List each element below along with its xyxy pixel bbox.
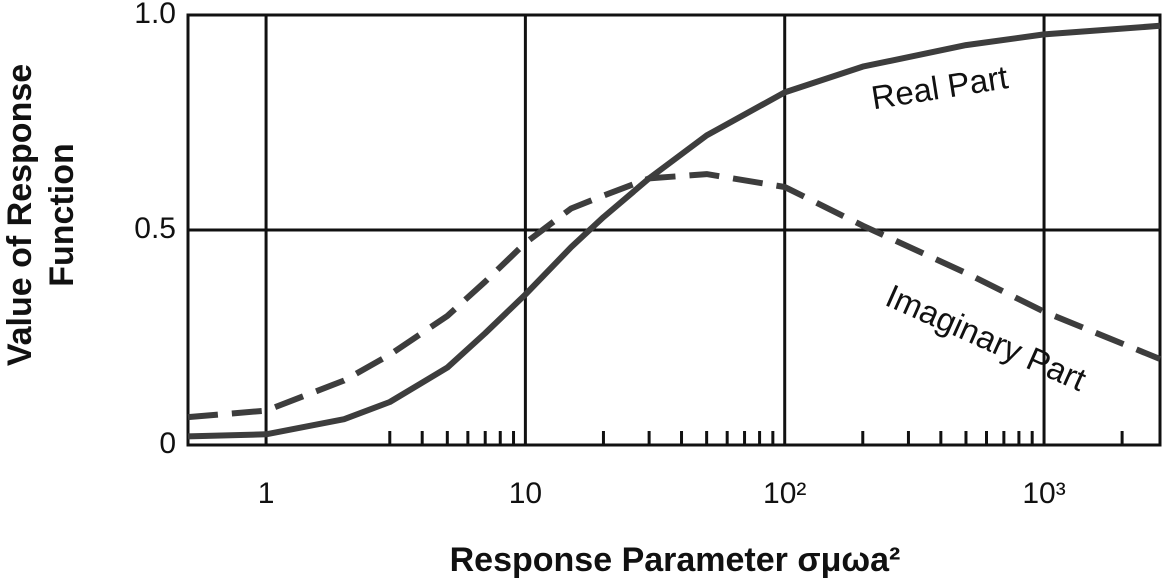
annotation: Imaginary Part — [881, 277, 1092, 398]
y-axis-title: Value of Response — [1, 64, 39, 366]
annotation: Real Part — [869, 58, 1011, 116]
y-tick-label: 0.5 — [134, 212, 176, 245]
x-axis-title: Response Parameter σμωa² — [450, 541, 901, 579]
series-line — [187, 171, 1162, 421]
x-tick-label: 10 — [509, 477, 542, 510]
x-tick-label: 10² — [763, 477, 806, 510]
y-tick-label: 0 — [159, 427, 176, 460]
y-tick-label: 1.0 — [134, 0, 176, 30]
y-axis-title: Function — [43, 143, 81, 287]
x-tick-label: 1 — [258, 477, 275, 510]
series-line — [187, 22, 1161, 440]
x-tick-label: 10³ — [1022, 477, 1065, 510]
